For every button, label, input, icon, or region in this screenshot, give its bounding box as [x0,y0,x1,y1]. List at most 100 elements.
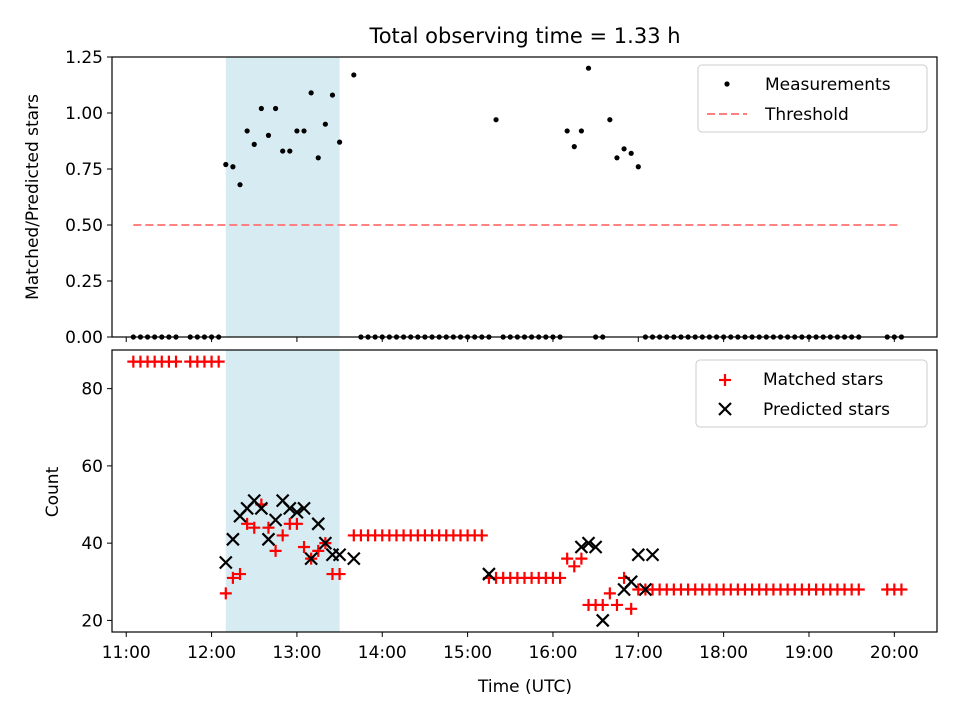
matched-star-point [603,587,616,600]
measurement-point [294,128,300,134]
predicted-star-point [595,613,610,628]
top-y-tick-label: 1.00 [65,104,103,124]
top-legend-box [697,64,928,133]
matched-star-point [219,587,232,600]
measurement-point [280,148,286,154]
legend-matched-marker [719,374,731,386]
measurement-point [223,161,229,168]
top-legend: Measurements Threshold [697,64,928,133]
predicted-star-point [261,532,276,547]
predicted-star-point [297,501,311,516]
legend-measurements-marker [724,81,730,87]
matched-star-point [248,521,261,534]
bottom-x-tick-label: 13:00 [272,643,321,663]
bottom-x-tick-label: 18:00 [699,643,748,663]
predicted-star-point [311,517,326,531]
measurement-point [244,128,250,134]
measurement-point [578,128,584,134]
bottom-legend-box [695,359,928,428]
measurement-point [237,182,243,188]
predicted-star-point [588,540,603,554]
bottom-x-tick-label: 12:00 [187,643,236,663]
top-y-axis: 0.00 0.25 0.50 0.75 1.00 1.25 [65,48,112,348]
matched-star-point [610,598,623,611]
matched-star-point [226,571,239,584]
bottom-legend: Matched stars Predicted stars [695,359,928,428]
matched-star-point [568,560,581,573]
measurement-point [251,141,257,147]
top-shaded-interval [225,57,340,337]
bottom-y-tick-label: 20 [81,611,103,631]
bottom-x-tick-label: 15:00 [443,643,492,663]
measurement-point [621,146,627,152]
measurement-point [607,117,613,123]
bottom-x-tick-label: 16:00 [528,643,577,663]
measurement-point [258,105,264,112]
predicted-stars-points [219,493,660,628]
measurement-point [315,155,321,161]
predicted-star-point [268,513,283,527]
matched-star-point [475,529,488,542]
figure-title: Total observing time = 1.33 h [368,24,680,48]
matched-stars-points [127,355,908,615]
matched-star-point [234,568,247,581]
legend-measurements-label: Measurements [765,75,891,95]
measurement-point [308,90,314,96]
predicted-star-point [624,575,638,589]
bottom-y-tick-label: 80 [81,380,103,400]
bottom-x-axis: 11:00 12:00 13:00 14:00 15:00 16:00 17:00 18:00… [102,632,919,663]
measurement-point [571,144,577,150]
bottom-y-tick-label: 60 [81,457,103,477]
measurement-point [564,128,570,134]
measurement-point [628,150,634,156]
matched-star-point [895,583,908,596]
measurement-point [336,139,343,145]
bottom-y-tick-label: 40 [81,534,103,554]
top-y-tick-label: 0.00 [65,328,103,348]
predicted-star-point [304,551,318,566]
bottom-x-tick-label: 19:00 [784,643,833,663]
legend-matched-label: Matched stars [763,370,883,390]
predicted-star-point [347,551,361,566]
measurement-point [329,92,336,98]
bottom-y-label: Count [43,466,63,517]
measurement-point [614,155,620,161]
bottom-x-tick-label: 14:00 [358,643,407,663]
bottom-x-tick-label: 11:00 [102,643,151,663]
predicted-star-point [638,582,653,597]
bottom-y-axis: 20 40 60 80 [81,380,112,631]
top-y-tick-label: 1.25 [65,48,103,68]
legend-predicted-marker [718,402,732,416]
predicted-star-point [283,501,297,516]
legend-threshold-label: Threshold [764,105,849,125]
predicted-star-point [332,547,347,562]
bottom-x-tick-label: 17:00 [614,643,663,663]
measurement-point [265,132,272,138]
matched-star-point [554,571,567,584]
predicted-star-point [574,540,589,554]
predicted-star-point [482,567,496,581]
predicted-star-point [254,501,269,516]
matched-star-point [298,541,311,554]
bottom-plot-frame [111,349,938,633]
matched-star-point [625,602,638,615]
matched-star-point [596,598,609,611]
measurement-point [351,72,357,78]
bottom-shaded-interval [225,350,340,632]
measurement-point [287,148,293,154]
matched-star-point [269,544,282,557]
matched-star-point [561,552,574,565]
measurement-point [635,164,641,170]
matched-star-point [575,552,588,565]
measurement-point [322,121,328,127]
matched-star-point [852,583,865,596]
bottom-x-tick-label: 20:00 [870,643,919,663]
measurement-point [272,105,279,112]
top-plot-frame [111,56,938,338]
matched-star-point [333,568,346,581]
top-y-tick-label: 0.75 [65,160,103,180]
measurement-point [301,128,307,134]
predicted-star-point [581,536,596,550]
